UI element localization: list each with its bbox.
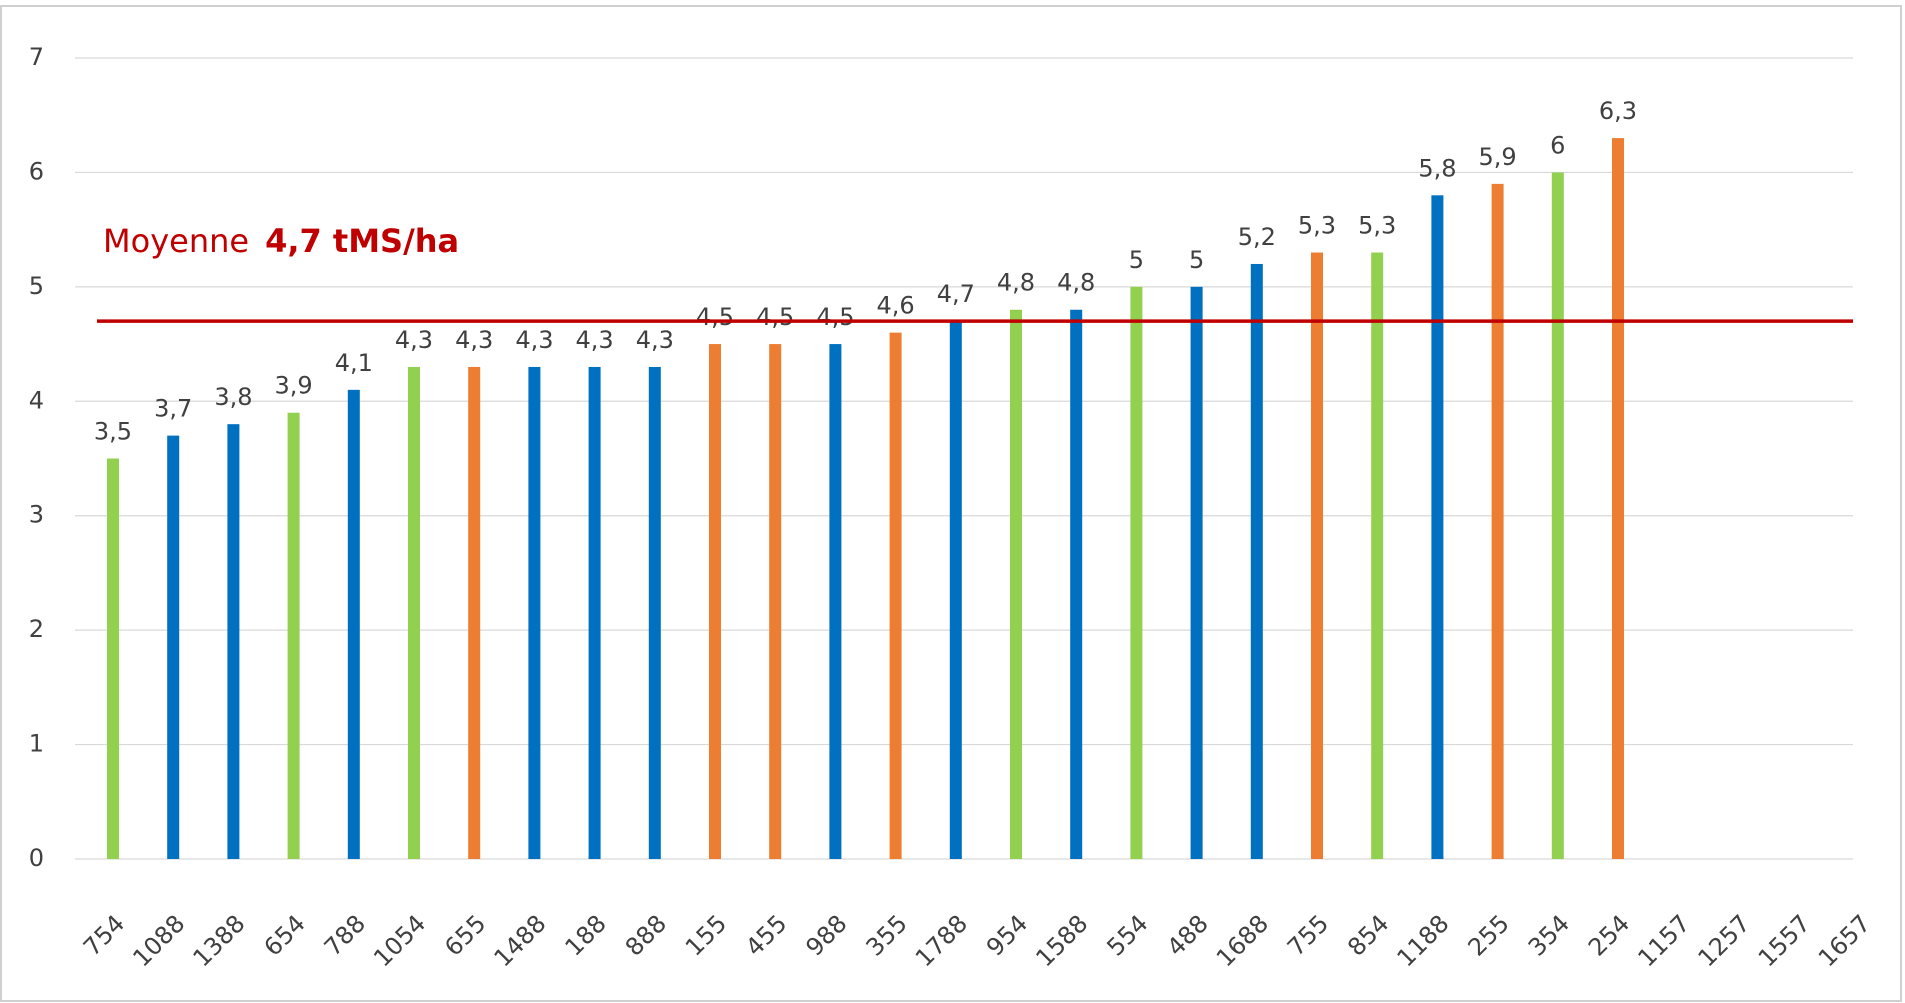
x-tick-label: 654: [259, 909, 311, 961]
data-label: 3,9: [275, 372, 313, 400]
bar: [227, 424, 240, 859]
bar: [1551, 172, 1564, 859]
bar: [1070, 309, 1083, 859]
bar: [588, 366, 601, 859]
bar: [468, 366, 481, 859]
data-label: 3,5: [94, 418, 132, 446]
bar: [949, 321, 962, 860]
bar: [1130, 286, 1143, 859]
bar: [287, 412, 300, 859]
chart-frame: [0, 5, 1902, 1002]
data-label: 3,7: [154, 395, 192, 423]
x-tick-label: 1488: [489, 909, 552, 972]
bar: [1010, 309, 1022, 859]
x-tick-label: 1657: [1813, 909, 1876, 972]
bar: [107, 458, 119, 859]
x-tick-label: 888: [620, 909, 672, 961]
data-label: 4,3: [455, 326, 493, 354]
y-tick-label: 1: [29, 730, 44, 758]
y-tick-label: 5: [29, 272, 44, 300]
x-tick-label: 755: [1282, 909, 1334, 961]
bar: [829, 344, 842, 860]
data-label: 4,3: [515, 326, 553, 354]
y-tick-label: 6: [29, 157, 44, 185]
data-label: 5,8: [1418, 154, 1456, 182]
x-tick-label: 854: [1342, 909, 1394, 961]
y-tick-label: 2: [29, 615, 44, 643]
bar: [1431, 195, 1444, 860]
data-label: 4,6: [877, 292, 915, 320]
bar: [769, 344, 782, 860]
data-label: 6,3: [1599, 97, 1637, 125]
data-label: 5: [1189, 246, 1204, 274]
data-label: 5,3: [1298, 212, 1336, 240]
x-tick-label: 188: [560, 909, 612, 961]
data-label: 3,8: [214, 383, 252, 411]
mean-annotation: Moyenne 4,7 tMS/ha: [103, 222, 459, 260]
data-label: 4,5: [756, 303, 794, 331]
x-tick-label: 1557: [1753, 909, 1816, 972]
x-tick-label: 954: [981, 909, 1033, 961]
data-label: 4,8: [997, 269, 1035, 297]
x-tick-label: 754: [78, 909, 130, 961]
data-label: 4,3: [576, 326, 614, 354]
x-tick-label: 1588: [1030, 909, 1093, 972]
data-label: 4,5: [696, 303, 734, 331]
x-tick-label: 1788: [910, 909, 973, 972]
bar: [648, 366, 661, 859]
bar: [1491, 183, 1504, 859]
bar: [528, 366, 541, 859]
bar: [1190, 286, 1203, 859]
data-label: 4,1: [335, 349, 373, 377]
x-tick-label: 1188: [1392, 909, 1455, 972]
bar: [1371, 252, 1384, 859]
data-label: 5,2: [1238, 223, 1276, 251]
data-label: 5: [1129, 246, 1144, 274]
bar: [1612, 138, 1624, 860]
y-tick-label: 3: [29, 501, 44, 529]
data-label: 6: [1550, 131, 1565, 159]
data-label: 4,3: [395, 326, 433, 354]
mean-value-label: 4,7 tMS/ha: [265, 222, 459, 260]
x-tick-label: 1088: [127, 909, 190, 972]
x-tick-label: 1688: [1211, 909, 1274, 972]
data-label: 5,9: [1479, 143, 1517, 171]
bar: [167, 435, 180, 859]
data-label: 4,7: [937, 280, 975, 308]
x-tick-label: 455: [740, 909, 792, 961]
x-tick-label: 1257: [1693, 909, 1756, 972]
x-tick-label: 554: [1101, 909, 1153, 961]
x-tick-label: 988: [800, 909, 852, 961]
x-tick-label: 354: [1523, 909, 1575, 961]
bar: [889, 332, 902, 860]
bar: [1250, 263, 1263, 859]
data-label: 5,3: [1358, 212, 1396, 240]
x-tick-label: 254: [1583, 909, 1635, 961]
data-label: 4,3: [636, 326, 674, 354]
x-tick-label: 788: [319, 909, 371, 961]
x-tick-label: 488: [1162, 909, 1214, 961]
x-tick-label: 655: [439, 909, 491, 961]
mean-label: Moyenne: [103, 222, 249, 260]
x-tick-label: 1157: [1632, 909, 1695, 972]
data-label: 4,8: [1057, 269, 1095, 297]
x-tick-label: 155: [680, 909, 732, 961]
x-tick-label: 355: [861, 909, 913, 961]
y-tick-label: 7: [29, 43, 44, 71]
x-tick-label: 255: [1463, 909, 1515, 961]
x-tick-label: 1388: [188, 909, 251, 972]
bar: [709, 344, 721, 860]
bar: [1311, 252, 1323, 859]
bar: [408, 366, 420, 859]
y-tick-label: 4: [29, 386, 44, 414]
data-label: 4,5: [816, 303, 854, 331]
x-tick-label: 1054: [368, 909, 431, 972]
bar: [347, 389, 360, 859]
y-tick-label: 0: [29, 844, 44, 872]
